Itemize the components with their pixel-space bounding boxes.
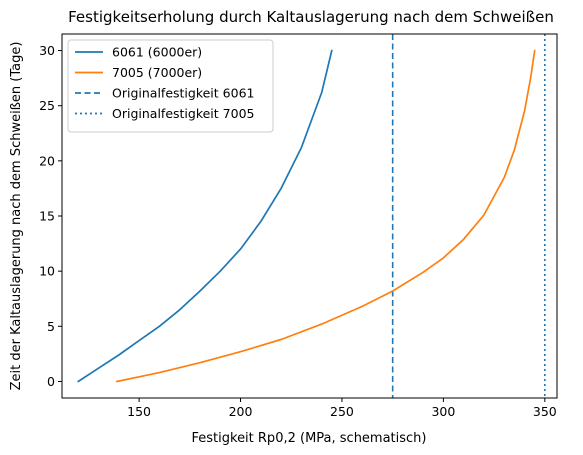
- y-axis-label: Zeit der Kaltauslagerung nach dem Schwei…: [9, 42, 24, 391]
- y-tick-label: 20: [39, 153, 55, 168]
- legend-label: Originalfestigkeit 7005: [112, 106, 254, 121]
- legend-label: Originalfestigkeit 6061: [112, 86, 254, 101]
- y-tick-label: 25: [39, 98, 55, 113]
- y-axis-ticks: 0 5 10 15 20 25 30: [39, 43, 62, 389]
- legend: 6061 (6000er) 7005 (7000er) Originalfestig…: [67, 39, 274, 133]
- x-tick-label: 350: [533, 404, 557, 419]
- x-tick-label: 150: [127, 404, 151, 419]
- y-tick-label: 30: [39, 43, 55, 58]
- plot-area: [77, 34, 546, 398]
- legend-label: 6061 (6000er): [112, 45, 202, 60]
- legend-box: [67, 39, 274, 133]
- series-line-2: [115, 49, 536, 383]
- x-tick-label: 200: [229, 404, 253, 419]
- x-axis-label: Festigkeit Rp0,2 (MPa, schematisch): [192, 431, 427, 446]
- x-tick-label: 300: [431, 404, 455, 419]
- y-tick-label: 10: [39, 264, 55, 279]
- chart-title: Festigkeitserholung durch Kaltauslagerun…: [68, 8, 554, 26]
- series-line-1: [77, 49, 333, 383]
- legend-label: 7005 (7000er): [112, 65, 202, 80]
- x-tick-label: 250: [330, 404, 354, 419]
- x-axis-ticks: 150 200 250 300 350: [127, 398, 557, 419]
- y-tick-label: 5: [47, 319, 55, 334]
- y-tick-label: 15: [39, 209, 55, 224]
- y-tick-label: 0: [47, 374, 55, 389]
